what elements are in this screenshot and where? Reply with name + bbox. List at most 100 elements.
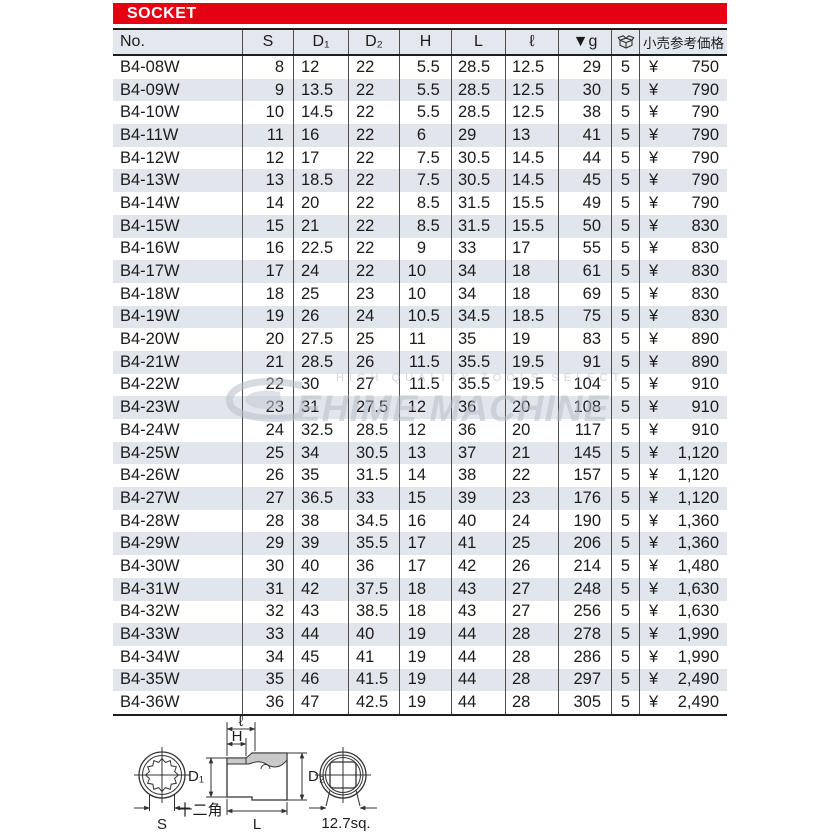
cell-l: 31.5	[451, 192, 505, 215]
cell-qty: 5	[611, 192, 639, 215]
cell-h: 11.5	[399, 350, 451, 374]
cell-ell: 15.5	[505, 192, 558, 215]
cell-s: 25	[242, 441, 293, 465]
cell-ell: 20	[505, 419, 558, 442]
yen-symbol: ¥	[649, 534, 659, 553]
cell-d2: 22	[348, 101, 399, 125]
cell-d2: 27.5	[348, 396, 399, 419]
cell-l: 44	[451, 645, 505, 669]
cell-g: 49	[558, 192, 611, 215]
cell-h: 18	[399, 577, 451, 601]
cell-g: 297	[558, 668, 611, 692]
yen-symbol: ¥	[649, 602, 659, 621]
cell-s: 17	[242, 260, 293, 283]
cell-qty: 5	[611, 124, 639, 147]
cell-d1: 43	[293, 600, 348, 624]
cell-g: 190	[558, 509, 611, 533]
cell-no: B4-33W	[120, 625, 180, 644]
cell-no: B4-34W	[120, 647, 180, 666]
cell-h: 11	[399, 328, 451, 351]
cell-g: 29	[558, 56, 611, 79]
cell-s: 16	[242, 237, 293, 261]
cell-no: B4-35W	[120, 670, 180, 689]
cell-h: 19	[399, 668, 451, 692]
cell-qty: 5	[611, 487, 639, 510]
cell-g: 83	[558, 328, 611, 351]
cell-qty: 5	[611, 214, 639, 238]
cell-ell: 25	[505, 532, 558, 556]
cell-d2: 36	[348, 555, 399, 578]
price-value: 2,490	[677, 670, 719, 689]
cell-price: ¥910	[639, 396, 727, 419]
cell-d1: 12	[293, 56, 348, 79]
cell-l: 40	[451, 509, 505, 533]
cell-ell: 18	[505, 282, 558, 306]
cell-s: 21	[242, 350, 293, 374]
cell-g: 75	[558, 305, 611, 329]
cell-h: 7.5	[399, 169, 451, 193]
table-row: B4-30W 30 40 36 17 42 26 214 5 ¥1,480	[113, 555, 727, 578]
table-row: B4-27W 27 36.5 33 15 39 23 176 5 ¥1,120	[113, 487, 727, 510]
cell-d1: 47	[293, 691, 348, 714]
cell-h: 18	[399, 600, 451, 624]
table-row: B4-28W 28 38 34.5 16 40 24 190 5 ¥1,360	[113, 509, 727, 533]
cell-no: B4-26W	[120, 466, 180, 485]
price-value: 790	[691, 125, 719, 144]
price-value: 830	[691, 307, 719, 326]
cell-g: 214	[558, 555, 611, 578]
cell-price: ¥1,120	[639, 487, 727, 510]
col-header-g: ▼g	[558, 30, 611, 54]
cell-l: 38	[451, 464, 505, 488]
price-value: 830	[691, 262, 719, 281]
cell-price: ¥790	[639, 78, 727, 102]
cell-no: B4-17W	[120, 262, 180, 281]
price-value: 910	[691, 420, 719, 439]
yen-symbol: ¥	[649, 125, 659, 144]
cell-g: 278	[558, 623, 611, 646]
yen-symbol: ¥	[649, 375, 659, 394]
cell-price: ¥1,120	[639, 464, 727, 488]
price-value: 1,990	[677, 647, 719, 666]
table-row: B4-31W 31 42 37.5 18 43 27 248 5 ¥1,630	[113, 577, 727, 601]
cell-l: 31.5	[451, 214, 505, 238]
cell-l: 44	[451, 691, 505, 714]
cell-h: 10	[399, 260, 451, 283]
cell-no: B4-27W	[120, 488, 180, 507]
cell-ell: 28	[505, 645, 558, 669]
cell-price: ¥750	[639, 56, 727, 79]
cell-d1: 20	[293, 192, 348, 215]
table-row: B4-14W 14 20 22 8.5 31.5 15.5 49 5 ¥790	[113, 192, 727, 215]
cell-d1: 28.5	[293, 350, 348, 374]
cell-ell: 12.5	[505, 78, 558, 102]
cell-d2: 25	[348, 328, 399, 351]
cell-d2: 22	[348, 124, 399, 147]
cell-ell: 19.5	[505, 373, 558, 397]
cell-qty: 5	[611, 328, 639, 351]
price-value: 910	[691, 375, 719, 394]
cell-d1: 38	[293, 509, 348, 533]
yen-symbol: ¥	[649, 239, 659, 258]
cell-s: 30	[242, 555, 293, 578]
cell-g: 286	[558, 645, 611, 669]
cell-h: 19	[399, 645, 451, 669]
cell-price: ¥1,630	[639, 577, 727, 601]
cell-ell: 19.5	[505, 350, 558, 374]
cell-price: ¥1,360	[639, 509, 727, 533]
cell-price: ¥890	[639, 328, 727, 351]
price-value: 1,120	[677, 466, 719, 485]
cell-qty: 5	[611, 56, 639, 79]
cell-d2: 35.5	[348, 532, 399, 556]
cell-d2: 38.5	[348, 600, 399, 624]
price-value: 790	[691, 171, 719, 190]
rear-view-drive: 12.7sq.	[309, 747, 377, 832]
drive-size-label: 12.7sq.	[321, 815, 370, 832]
cell-d1: 21	[293, 214, 348, 238]
cell-qty: 5	[611, 532, 639, 556]
cell-h: 17	[399, 555, 451, 578]
cell-d2: 22	[348, 260, 399, 283]
col-header-d2: D₂	[348, 30, 399, 54]
cell-d1: 24	[293, 260, 348, 283]
price-value: 1,630	[677, 579, 719, 598]
dim-label-s: S	[157, 816, 167, 833]
cell-no: B4-31W	[120, 579, 180, 598]
